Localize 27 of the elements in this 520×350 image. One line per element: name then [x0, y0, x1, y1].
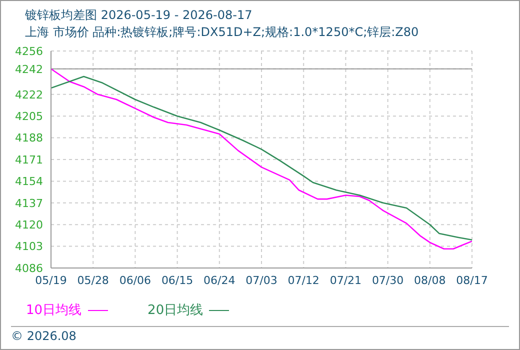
- y-tick-label: 4120: [15, 218, 43, 232]
- x-tick-label: 07/03: [246, 274, 278, 287]
- y-tick-label: 4171: [15, 153, 43, 166]
- chart-title: 镀锌板均差图 2026-05-19 - 2026-08-17: [25, 7, 254, 24]
- x-tick-label: 06/06: [119, 274, 152, 287]
- legend-label: 10日均线: [26, 302, 82, 319]
- y-tick-label: 4103: [15, 240, 43, 254]
- legend-label: 20日均线: [148, 302, 204, 319]
- y-tick-label: 4205: [15, 110, 43, 124]
- chart-subtitle: 上海 市场价 品种:热镀锌板;牌号:DX51D+Z;规格:1.0*1250*C;锌层:Z80: [25, 24, 419, 41]
- y-tick-label: 4188: [15, 132, 43, 145]
- x-tick-label: 07/21: [330, 274, 362, 287]
- x-tick-label: 08/17: [456, 274, 488, 287]
- x-tick-label: 06/15: [161, 274, 194, 287]
- x-tick-label: 06/24: [204, 274, 236, 287]
- x-tick-label: 08/08: [414, 274, 446, 287]
- x-tick-label: 07/30: [372, 274, 404, 287]
- x-tick-label: 05/28: [77, 274, 109, 287]
- y-tick-label: 4137: [15, 196, 43, 210]
- x-tick-label: 07/12: [288, 274, 320, 287]
- y-tick-label: 4256: [15, 44, 43, 58]
- text: © 2026.08: [11, 329, 76, 343]
- x-tick-label: 05/19: [35, 274, 67, 287]
- y-tick-label: 4222: [15, 88, 43, 102]
- y-tick-label: 4242: [15, 62, 43, 76]
- y-tick-label: 4154: [15, 175, 43, 188]
- y-tick-label: 4086: [15, 262, 43, 275]
